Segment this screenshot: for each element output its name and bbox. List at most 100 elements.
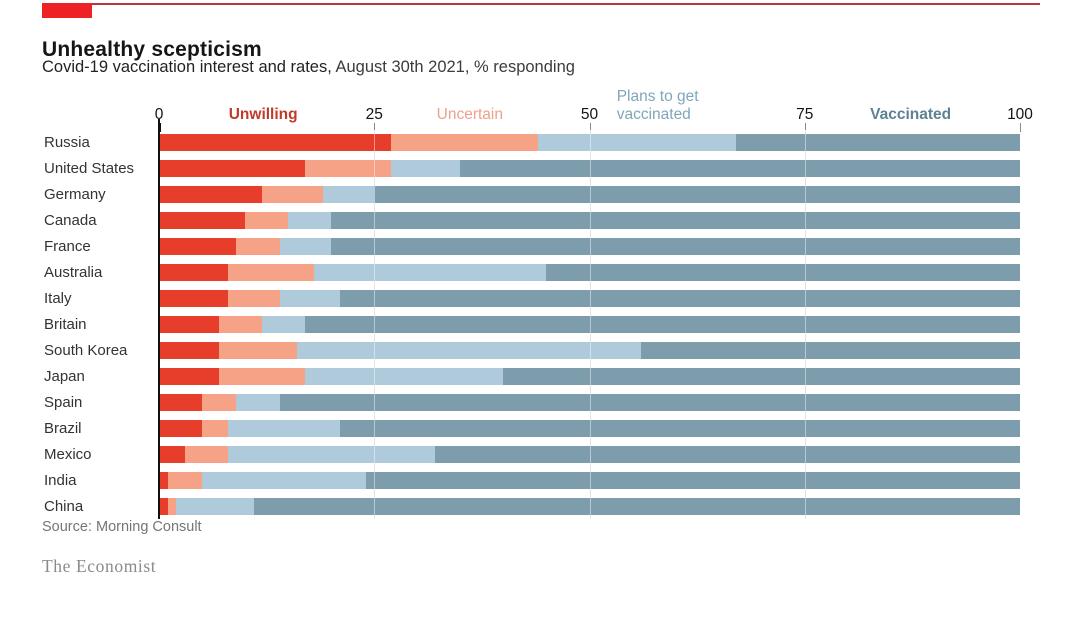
plot-area	[158, 119, 1020, 519]
category-label-france: France	[44, 238, 91, 256]
bar-segment-canada-uncertain	[245, 212, 289, 230]
bar-segment-britain-vaccinated	[305, 315, 1020, 333]
bar-segment-russia-plans-to-get-vaccinated	[537, 134, 736, 152]
bar-row-germany	[159, 182, 1020, 208]
bar-segment-france-vaccinated	[331, 238, 1020, 256]
subtitle-detail: August 30th 2021, % responding	[331, 58, 575, 76]
stacked-bar-france	[159, 238, 1020, 256]
bar-segment-mexico-plans-to-get-vaccinated	[227, 445, 435, 463]
stacked-bar-britain	[159, 315, 1020, 333]
legend-label-unwilling: Unwilling	[228, 106, 298, 123]
stacked-bar-japan	[159, 367, 1020, 385]
bar-segment-spain-uncertain	[202, 393, 237, 411]
bar-row-japan	[159, 363, 1020, 389]
bar-segment-britain-plans-to-get-vaccinated	[262, 315, 306, 333]
bar-row-russia	[159, 130, 1020, 156]
x-tick-label-100: 100	[1007, 106, 1033, 123]
bar-segment-mexico-vaccinated	[434, 445, 1020, 463]
category-label-russia: Russia	[44, 134, 90, 152]
bar-segment-mexico-uncertain	[184, 445, 228, 463]
bar-segment-france-unwilling	[159, 238, 237, 256]
stacked-bar-canada	[159, 212, 1020, 230]
category-label-italy: Italy	[44, 290, 72, 308]
bar-row-britain	[159, 312, 1020, 338]
bar-row-china	[159, 493, 1020, 519]
bar-segment-germany-plans-to-get-vaccinated	[322, 186, 375, 204]
bar-segment-brazil-vaccinated	[339, 419, 1020, 437]
bar-segment-italy-uncertain	[227, 290, 280, 308]
x-tick-mark-100	[1020, 123, 1021, 132]
category-label-australia: Australia	[44, 264, 103, 282]
legend-label-uncertain: Uncertain	[436, 106, 503, 123]
gridline-overlay-50	[589, 130, 591, 519]
bar-segment-spain-vaccinated	[279, 393, 1020, 411]
bar-segment-united-states-uncertain	[305, 160, 392, 178]
x-tick-mark-50	[589, 123, 591, 132]
bar-segment-canada-unwilling	[159, 212, 246, 230]
bar-segment-united-states-unwilling	[159, 160, 306, 178]
stacked-bar-china	[159, 497, 1020, 515]
bar-row-canada	[159, 208, 1020, 234]
bar-segment-india-vaccinated	[365, 471, 1020, 489]
stacked-bar-south-korea	[159, 341, 1020, 359]
bar-segment-italy-plans-to-get-vaccinated	[279, 290, 340, 308]
bar-segment-canada-vaccinated	[331, 212, 1020, 230]
bar-segment-italy-vaccinated	[339, 290, 1020, 308]
bar-segment-brazil-plans-to-get-vaccinated	[227, 419, 340, 437]
legend-label-vaccinated: Vaccinated	[870, 106, 952, 123]
bar-segment-germany-uncertain	[262, 186, 323, 204]
category-label-canada: Canada	[44, 212, 97, 230]
bar-segment-india-plans-to-get-vaccinated	[202, 471, 366, 489]
source-note: Source: Morning Consult	[42, 519, 202, 535]
bar-segment-china-vaccinated	[253, 497, 1020, 515]
bar-segment-japan-uncertain	[219, 367, 306, 385]
bar-segment-australia-vaccinated	[546, 264, 1020, 282]
chart-rows	[159, 130, 1020, 519]
bar-segment-australia-plans-to-get-vaccinated	[313, 264, 547, 282]
category-label-japan: Japan	[44, 367, 85, 385]
bar-segment-russia-uncertain	[391, 134, 538, 152]
bar-segment-australia-uncertain	[227, 264, 314, 282]
bar-segment-mexico-unwilling	[159, 445, 185, 463]
category-label-brazil: Brazil	[44, 419, 82, 437]
bar-segment-canada-plans-to-get-vaccinated	[288, 212, 332, 230]
bar-segment-south-korea-unwilling	[159, 341, 220, 359]
chart-body: Russia United States Germany Canada France Au…	[0, 119, 1080, 519]
bar-segment-australia-unwilling	[159, 264, 228, 282]
legend-label-plans-to-get-vaccinated: Plans to get vaccinated	[616, 88, 699, 123]
stacked-bar-australia	[159, 264, 1020, 282]
page-title: Unhealthy scepticism	[42, 38, 262, 62]
bar-segment-italy-unwilling	[159, 290, 228, 308]
bar-segment-united-states-vaccinated	[460, 160, 1020, 178]
stacked-bar-united-states	[159, 160, 1020, 178]
stacked-bar-russia	[159, 134, 1020, 152]
bar-segment-india-uncertain	[167, 471, 203, 489]
x-tick-label-50: 50	[580, 106, 599, 123]
bar-segment-south-korea-plans-to-get-vaccinated	[296, 341, 642, 359]
bar-segment-france-uncertain	[236, 238, 280, 256]
stacked-bar-spain	[159, 393, 1020, 411]
bar-segment-united-states-plans-to-get-vaccinated	[391, 160, 461, 178]
stacked-bar-india	[159, 471, 1020, 489]
category-label-india: India	[44, 471, 77, 489]
bar-segment-south-korea-uncertain	[219, 341, 297, 359]
x-tick-mark-25	[374, 123, 376, 132]
stacked-bar-italy	[159, 290, 1020, 308]
bar-segment-germany-vaccinated	[374, 186, 1020, 204]
category-label-china: China	[44, 497, 84, 515]
bar-segment-brazil-uncertain	[202, 419, 228, 437]
bar-segment-brazil-unwilling	[159, 419, 203, 437]
category-label-mexico: Mexico	[44, 445, 92, 463]
x-tick-mark-0	[159, 123, 161, 132]
x-tick-label-75: 75	[796, 106, 814, 123]
bar-segment-spain-unwilling	[159, 393, 203, 411]
category-labels: Russia United States Germany Canada France Au…	[44, 130, 156, 519]
bar-row-mexico	[159, 441, 1020, 467]
category-label-spain: Spain	[44, 393, 83, 411]
bar-segment-britain-unwilling	[159, 315, 220, 333]
bar-row-brazil	[159, 415, 1020, 441]
bar-segment-france-plans-to-get-vaccinated	[279, 238, 332, 256]
bar-row-italy	[159, 286, 1020, 312]
bar-segment-india-unwilling	[159, 471, 168, 489]
bar-row-spain	[159, 389, 1020, 415]
